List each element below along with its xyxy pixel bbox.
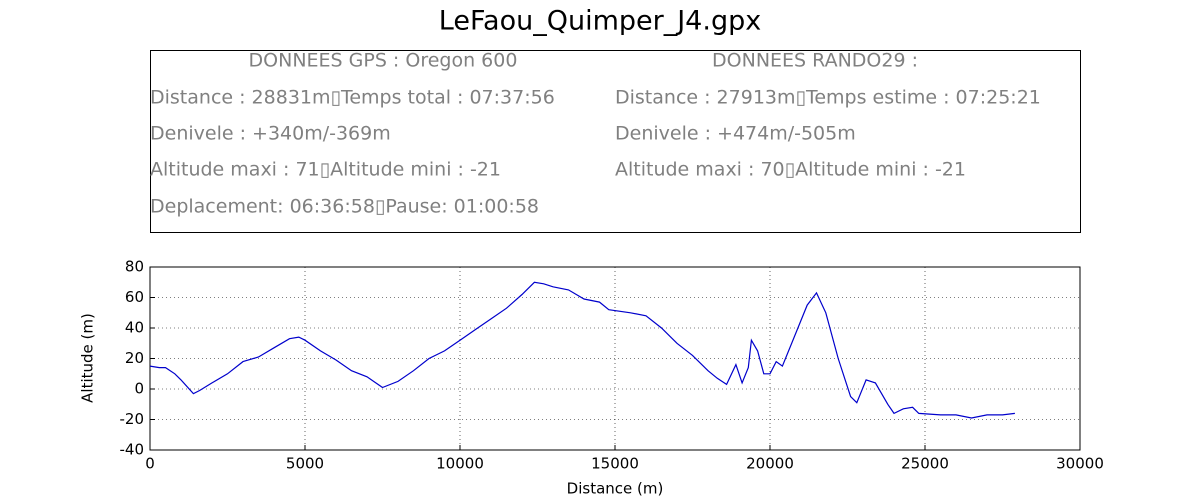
- x-tick-label: 10000: [436, 455, 484, 473]
- y-axis-label: Altitude (m): [79, 313, 97, 403]
- y-tick-label: 80: [125, 258, 144, 276]
- info-line: Altitude maxi : 71▯Altitude mini : -21: [150, 159, 501, 181]
- x-tick-label: 5000: [286, 455, 324, 473]
- y-tick-label: -20: [120, 410, 145, 428]
- y-tick-label: 40: [125, 319, 144, 337]
- y-tick-label: 60: [125, 288, 144, 306]
- y-tick-label: -40: [120, 441, 145, 459]
- info-header: DONNEES GPS : Oregon 600: [249, 50, 518, 72]
- x-tick-label: 0: [145, 455, 155, 473]
- info-line: Distance : 28831m▯Temps total : 07:37:56: [150, 87, 555, 109]
- info-line: Distance : 27913m▯Temps estime : 07:25:2…: [615, 87, 1041, 109]
- x-axis-label: Distance (m): [567, 480, 664, 498]
- x-tick-label: 30000: [1056, 455, 1104, 473]
- info-box: [150, 50, 1081, 233]
- info-line: Altitude maxi : 70▯Altitude mini : -21: [615, 159, 966, 181]
- x-tick-label: 15000: [591, 455, 639, 473]
- x-tick-label: 25000: [901, 455, 949, 473]
- chart-title: LeFaou_Quimper_J4.gpx: [439, 6, 761, 37]
- y-tick-label: 0: [134, 380, 144, 398]
- plot-frame: [149, 266, 1081, 451]
- info-line: Denivele : +474m/-505m: [615, 123, 856, 145]
- info-line: Deplacement: 06:36:58▯Pause: 01:00:58: [150, 196, 539, 218]
- x-tick-label: 20000: [746, 455, 794, 473]
- data-line: [149, 281, 1015, 419]
- info-header: DONNEES RANDO29 :: [712, 50, 918, 72]
- info-line: Denivele : +340m/-369m: [150, 123, 391, 145]
- y-tick-label: 20: [125, 349, 144, 367]
